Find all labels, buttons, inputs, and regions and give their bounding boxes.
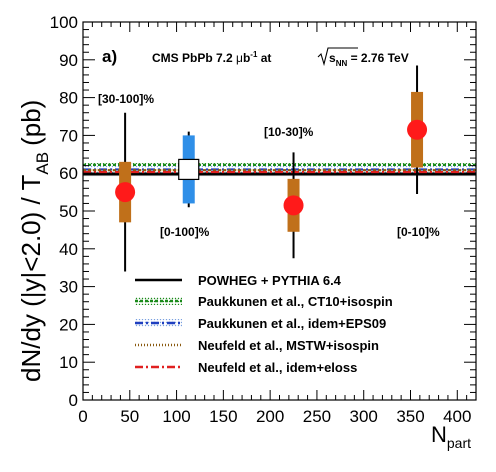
y-tick-label: 30 [59,278,78,297]
y-tick-label: 50 [59,202,78,221]
y-tick-label: 10 [59,353,78,372]
y-tick-label: 20 [59,315,78,334]
legend-entry-paukkunen-eps09: Paukkunen et al., idem+EPS09 [135,316,386,331]
svg-text:Paukkunen et al., CT10+isospin: Paukkunen et al., CT10+isospin [198,294,393,309]
x-tick-label: 100 [162,407,190,426]
y-tick-label: 0 [69,391,78,410]
legend-entry-powheg: POWHEG + PYTHIA 6.4 [135,273,342,288]
theory-lines [83,163,476,176]
x-tick-labels: 0 50 100 150 200 250 300 350 400 [78,407,471,426]
y-tick-label: 100 [50,13,78,32]
y-tick-label: 60 [59,164,78,183]
marker-0 [115,182,136,203]
marker-3 [178,158,200,181]
legend-entry-neufeld-mstw: Neufeld et al., MSTW+isospin [135,338,379,353]
y-tick-labels: 0 10 20 30 40 50 60 70 80 90 100 [50,13,78,410]
label-10-30: [10-30]% [264,125,314,139]
svg-text:Neufeld et al., MSTW+isospin: Neufeld et al., MSTW+isospin [198,338,379,353]
x-tick-label: 300 [350,407,378,426]
x-tick-label: 150 [209,407,237,426]
y-tick-label: 40 [59,240,78,259]
x-tick-label: 400 [443,407,471,426]
legend-entry-neufeld-eloss: Neufeld et al., idem+eloss [135,360,357,375]
axis-ticks [82,21,477,401]
sqrt-sign [317,47,358,67]
label-0-10: [0-10]% [397,225,440,239]
x-tick-label: 0 [78,407,87,426]
marker-2 [407,119,428,140]
svg-text:POWHEG + PYTHIA 6.4: POWHEG + PYTHIA 6.4 [198,273,342,288]
marker-1 [283,195,304,216]
legend: POWHEG + PYTHIA 6.4 Paukkunen et al., CT… [135,273,393,375]
x-tick-label: 50 [120,407,139,426]
legend-entry-paukkunen-ct10: Paukkunen et al., CT10+isospin [135,294,393,309]
x-tick-label: 200 [256,407,284,426]
svg-text:Paukkunen et al., idem+EPS09: Paukkunen et al., idem+EPS09 [198,316,386,331]
y-tick-label: 70 [59,126,78,145]
y-tick-label: 90 [59,51,78,70]
label-0-100: [0-100]% [160,225,210,239]
label-30-100: [30-100]% [98,92,154,106]
x-tick-label: 250 [303,407,331,426]
x-axis-label: Npart [431,422,471,451]
y-axis-label: dN/dy (|y|<2.0) / TAB(pb) [16,100,52,382]
svg-text:Neufeld et al., idem+eloss: Neufeld et al., idem+eloss [198,360,357,375]
data-points [115,65,428,272]
experiment-energy: sNN = 2.76 TeV [329,51,409,68]
y-tick-label: 80 [59,89,78,108]
x-tick-label: 350 [396,407,424,426]
panel-label: a) [102,47,117,66]
experiment-label: CMS PbPb 7.2 μb-1 at [152,50,271,65]
